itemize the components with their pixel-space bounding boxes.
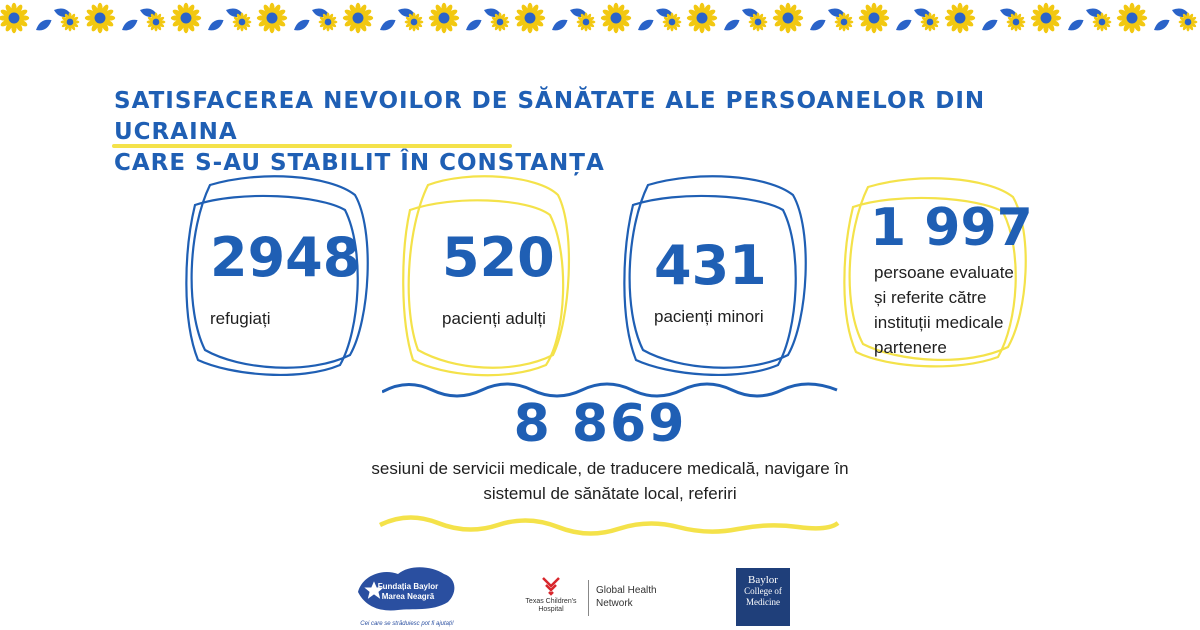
logo-baylor-college: Baylor College of Medicine (736, 568, 790, 626)
foundation-name-line-2: Marea Neagră (382, 592, 435, 601)
sunflower-icon (232, 12, 252, 32)
sunflower-icon (576, 12, 596, 32)
leaf-icon (638, 19, 654, 31)
page-title: SATISFACEREA NEVOILOR DE SĂNĂTATE ALE PE… (114, 86, 1094, 179)
stat-refugees-value: 2948 (210, 226, 361, 289)
baylor-college-line-1: Baylor (748, 574, 778, 586)
leaf-icon (1154, 19, 1170, 31)
sunflower-icon (1178, 12, 1198, 32)
title-line-1: SATISFACEREA NEVOILOR DE SĂNĂTATE ALE PE… (114, 88, 986, 145)
wave-line-yellow (378, 515, 840, 536)
scribble-frame-yellow-1 (402, 175, 570, 377)
leaf-icon (294, 19, 310, 31)
global-health-line: Network (596, 598, 633, 609)
foundation-tagline: Cei care se străduiesc pot fi ajutați! (360, 621, 454, 627)
sunflower-icon (1116, 2, 1148, 34)
leaf-icon (208, 19, 224, 31)
sunflower-icon (662, 12, 682, 32)
title-underline (112, 144, 512, 148)
sunflower-icon (686, 2, 718, 34)
sunflower-icon (920, 12, 940, 32)
black-sea-map-icon: Fundația Baylor Marea Neagră (358, 567, 455, 611)
stat-adults-label: pacienți adulți (442, 309, 546, 328)
texas-childrens-name-line: Hospital (538, 606, 564, 613)
stat-evaluated-label-line: persoane evaluate (874, 263, 1014, 282)
leaf-icon (552, 19, 568, 31)
sunflower-icon (342, 2, 374, 34)
leaf-icon (466, 19, 482, 31)
sunflower-icon (170, 2, 202, 34)
scribble-frame-blue-2 (623, 175, 807, 376)
title-line-2: CARE S-AU STABILIT ÎN CONSTANȚA (114, 150, 605, 176)
leaf-icon (380, 19, 396, 31)
leaf-icon (1068, 19, 1084, 31)
sunflower-icon (0, 2, 30, 34)
leaf-icon (810, 19, 826, 31)
stat-evaluated-value: 1 997 (870, 198, 1033, 258)
baylor-college-line-2: College of (744, 586, 782, 596)
sunflower-icon (858, 2, 890, 34)
sunflower-icon (1006, 12, 1026, 32)
sunflower-icon (772, 2, 804, 34)
texas-childrens-name: Texas Children's Hospital (520, 598, 582, 614)
stat-evaluated-label-line: partenere (874, 338, 947, 357)
stat-evaluated-label-line: instituții medicale (874, 313, 1004, 332)
sunflower-icon (318, 12, 338, 32)
texas-childrens-name-line: Texas Children's (525, 598, 577, 605)
summary-label: sesiuni de servicii medicale, de traduce… (370, 456, 850, 506)
foundation-name-line-1: Fundația Baylor (378, 582, 438, 591)
leaf-icon (36, 19, 52, 31)
stat-adults-value: 520 (442, 226, 555, 289)
leaf-icon (896, 19, 912, 31)
baylor-college-line-3: Medicine (746, 597, 780, 607)
stat-minors-label: pacienți minori (654, 307, 764, 326)
leaf-icon (122, 19, 138, 31)
global-health-network: Global Health Network (596, 584, 657, 610)
logo-texas-childrens: Texas Children's Hospital Global Health … (520, 576, 670, 620)
sunflower-icon (600, 2, 632, 34)
stat-evaluated-label: persoane evaluate și referite către inst… (874, 260, 1014, 360)
global-health-line: Global Health (596, 585, 657, 596)
logo-divider (588, 580, 589, 616)
sunflower-icon (84, 2, 116, 34)
floral-border (0, 2, 1198, 34)
sunflower-icon (1092, 12, 1112, 32)
texas-childrens-mark-icon (542, 577, 560, 596)
sunflower-icon (1030, 2, 1062, 34)
sunflower-icon (944, 2, 976, 34)
scribble-frame-yellow-2 (843, 177, 1027, 368)
stat-refugees-label: refugiați (210, 309, 271, 328)
sunflower-icon (490, 12, 510, 32)
summary-value: 8 869 (513, 394, 687, 454)
sunflower-icon (428, 2, 460, 34)
wave-line-blue (382, 382, 838, 398)
scribble-frame-blue-1 (185, 175, 369, 376)
sunflower-icon (404, 12, 424, 32)
sunflower-icon (748, 12, 768, 32)
sunflower-icon (146, 12, 166, 32)
stat-minors-value: 431 (654, 234, 767, 297)
summary-label-line: sesiuni de servicii medicale, de traduce… (371, 459, 849, 478)
sunflower-icon (834, 12, 854, 32)
sunflower-icon (256, 2, 288, 34)
sunflower-icon (60, 12, 80, 32)
sunflower-icon (514, 2, 546, 34)
logo-fundatia-baylor: Fundația Baylor Marea Neagră Cei care se… (352, 562, 462, 627)
leaf-icon (724, 19, 740, 31)
stat-evaluated-label-line: și referite către (874, 288, 987, 307)
leaf-icon (982, 19, 998, 31)
summary-label-line: sistemul de sănătate local, referiri (483, 484, 737, 503)
